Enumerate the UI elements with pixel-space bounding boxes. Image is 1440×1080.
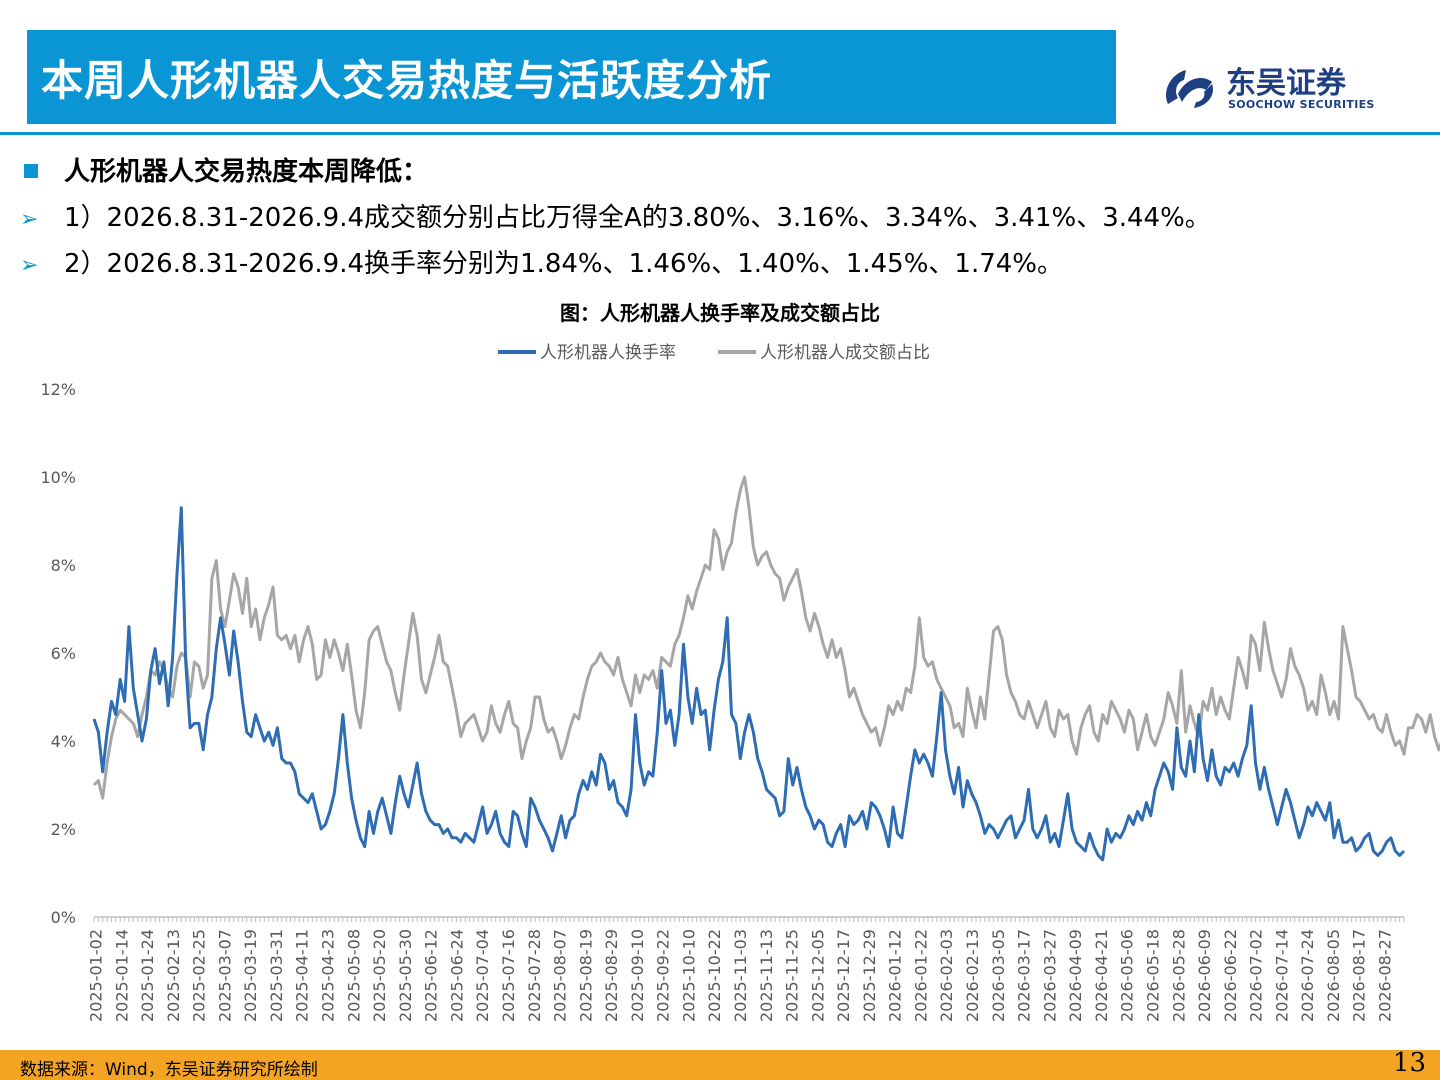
y-tick-label: 8% <box>51 556 76 575</box>
x-tick-label: 2026-04-21 <box>1092 929 1111 1022</box>
logo-text-cn: 东吴证券 <box>1226 66 1346 101</box>
x-tick-label: 2025-12-29 <box>860 929 879 1022</box>
x-tick-label: 2026-05-06 <box>1118 929 1137 1022</box>
x-tick-label: 2025-06-24 <box>447 929 466 1022</box>
x-tick-label: 2026-06-22 <box>1221 929 1240 1022</box>
x-tick-label: 2026-01-12 <box>886 929 905 1022</box>
x-tick-label: 2026-03-17 <box>1015 929 1034 1022</box>
x-tick-label: 2025-04-11 <box>293 929 312 1022</box>
x-tick-label: 2025-09-10 <box>628 929 647 1022</box>
legend-label: 人形机器人成交额占比 <box>760 343 930 363</box>
chart-legend: 人形机器人换手率 人形机器人成交额占比 <box>498 343 930 363</box>
logo-text-en: SOOCHOW SECURITIES <box>1228 98 1375 111</box>
x-tick-label: 2026-03-05 <box>989 929 1008 1022</box>
x-tick-label: 2025-08-29 <box>602 929 621 1022</box>
y-tick-label: 0% <box>51 908 76 927</box>
title-bar: 本周人形机器人交易热度与活跃度分析 <box>27 30 1116 124</box>
arrow-bullet-icon: ➢ <box>20 207 39 232</box>
y-tick-label: 12% <box>40 380 76 399</box>
x-tick-label: 2025-11-25 <box>783 929 802 1022</box>
x-tick-label: 2026-08-05 <box>1324 929 1343 1022</box>
soochow-logo-icon <box>1166 70 1214 108</box>
x-tick-label: 2026-07-02 <box>1247 929 1266 1022</box>
company-logo: 东吴证券 SOOCHOW SECURITIES <box>1160 62 1380 118</box>
x-tick-label: 2025-02-25 <box>190 929 209 1022</box>
page-title: 本周人形机器人交易热度与活跃度分析 <box>41 55 773 105</box>
x-tick-label: 2025-08-19 <box>576 929 595 1022</box>
x-tick-label: 2025-08-07 <box>551 929 570 1022</box>
x-tick-label: 2026-08-27 <box>1376 929 1395 1022</box>
x-tick-label: 2025-10-22 <box>705 929 724 1022</box>
x-tick-label: 2026-01-22 <box>911 929 930 1022</box>
x-tick-label: 2026-06-09 <box>1195 929 1214 1022</box>
x-tick-label: 2025-11-03 <box>731 929 750 1022</box>
x-tick-label: 2025-09-22 <box>654 929 673 1022</box>
source-note: 数据来源：Wind，东吴证券研究所绘制 <box>20 1060 318 1080</box>
bullet-heading: 人形机器人交易热度本周降低： <box>20 151 428 188</box>
x-tick-label: 2025-07-04 <box>473 929 492 1022</box>
x-tick-label: 2025-01-14 <box>112 929 131 1022</box>
legend-label: 人形机器人换手率 <box>540 343 676 363</box>
x-tick-label: 2025-07-16 <box>499 929 518 1022</box>
x-tick-label: 2025-07-28 <box>525 929 544 1022</box>
x-tick-label: 2026-02-03 <box>937 929 956 1022</box>
y-tick-label: 10% <box>40 468 76 487</box>
x-tick-label: 2025-05-20 <box>370 929 389 1022</box>
x-tick-label: 2025-01-24 <box>138 929 157 1022</box>
footer: 数据来源：Wind，东吴证券研究所绘制 13 <box>0 1048 1440 1080</box>
y-tick-label: 6% <box>51 644 76 663</box>
x-tick-label: 2025-03-19 <box>241 929 260 1022</box>
x-axis: 2025-01-02 2025-01-14 2025-01-24 2025-02-13… <box>87 916 1405 1022</box>
x-tick-label: 2025-04-23 <box>319 929 338 1022</box>
x-tick-label: 2025-03-07 <box>215 929 234 1022</box>
x-tick-label: 2025-02-13 <box>164 929 183 1022</box>
x-tick-label: 2026-03-27 <box>1040 929 1059 1022</box>
x-tick-label: 2025-12-17 <box>834 929 853 1022</box>
x-tick-label: 2026-04-09 <box>1066 929 1085 1022</box>
y-axis: 0% 2% 4% 6% 8% 10% 12% <box>40 380 76 927</box>
square-bullet-icon <box>24 163 38 178</box>
x-tick-label: 2026-02-13 <box>963 929 982 1022</box>
y-tick-label: 2% <box>51 820 76 839</box>
x-tick-label: 2026-07-24 <box>1298 929 1317 1022</box>
x-tick-label: 2026-05-18 <box>1143 929 1162 1022</box>
x-tick-label: 2025-10-10 <box>679 929 698 1022</box>
x-tick-label: 2025-06-12 <box>422 929 441 1022</box>
bullet-item-2-text: 2）2026.8.31-2026.9.4换手率分别为1.84%、1.46%、1.… <box>64 249 1064 279</box>
x-tick-label: 2026-08-17 <box>1350 929 1369 1022</box>
chart-title: 图：人形机器人换手率及成交额占比 <box>560 301 880 325</box>
x-tick-label: 2025-03-31 <box>267 929 286 1022</box>
y-tick-label: 4% <box>51 732 76 751</box>
x-tick-label: 2026-07-14 <box>1272 929 1291 1022</box>
header-rule <box>0 132 1440 135</box>
bullet-item-2: ➢ 2）2026.8.31-2026.9.4换手率分别为1.84%、1.46%、1… <box>20 243 1063 280</box>
bullet-item-1-text: 1）2026.8.31-2026.9.4成交额分别占比万得全A的3.80%、3.… <box>64 203 1211 233</box>
x-tick-label: 2025-01-02 <box>87 929 106 1022</box>
series-line-share <box>92 475 1440 800</box>
x-tick-label: 2026-05-28 <box>1169 929 1188 1022</box>
x-tick-label: 2025-12-05 <box>808 929 827 1022</box>
chart: 图：人形机器人换手率及成交额占比 人形机器人换手率 人形机器人成交额占比 0% 2%… <box>40 301 1440 1022</box>
series-line-turnover <box>92 506 1406 862</box>
series-group <box>92 475 1440 862</box>
bullet-item-1: ➢ 1）2026.8.31-2026.9.4成交额分别占比万得全A的3.80%、3… <box>20 197 1211 234</box>
x-tick-label: 2025-05-30 <box>396 929 415 1022</box>
page-number: 13 <box>1392 1048 1426 1078</box>
bullet-heading-text: 人形机器人交易热度本周降低： <box>64 157 429 187</box>
arrow-bullet-icon: ➢ <box>20 253 39 278</box>
x-tick-label: 2025-11-13 <box>757 929 776 1022</box>
x-tick-label: 2025-05-08 <box>344 929 363 1022</box>
